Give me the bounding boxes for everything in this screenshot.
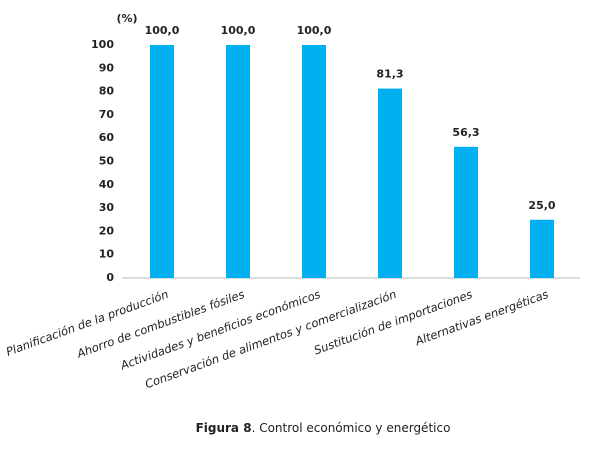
y-tick-label: 80 <box>99 85 115 98</box>
value-label: 56,3 <box>452 126 479 139</box>
x-tick-label: Alternativas energéticas <box>412 287 550 349</box>
bar <box>530 219 554 278</box>
bar <box>454 146 478 278</box>
y-tick-label: 100 <box>91 38 114 51</box>
value-label: 81,3 <box>376 68 403 81</box>
value-label: 25,0 <box>528 199 555 212</box>
y-tick-label: 60 <box>99 131 115 144</box>
bar <box>378 88 402 278</box>
y-tick-label: 90 <box>99 61 115 74</box>
y-tick-label: 0 <box>106 271 114 284</box>
bar <box>150 45 174 278</box>
y-tick-label: 20 <box>99 224 115 237</box>
y-tick-label: 40 <box>99 178 115 191</box>
y-axis-label: (%) <box>116 12 137 25</box>
y-tick-label: 70 <box>99 108 115 121</box>
bar <box>226 45 250 278</box>
caption-label: Figura 8 <box>196 421 252 435</box>
value-label: 100,0 <box>145 24 180 37</box>
caption: Figura 8. Control económico y energético <box>196 421 451 435</box>
y-tick-label: 30 <box>99 201 115 214</box>
y-tick-label: 50 <box>99 155 115 168</box>
value-label: 100,0 <box>221 24 256 37</box>
value-label: 100,0 <box>297 24 332 37</box>
bar <box>302 45 326 278</box>
y-tick-label: 10 <box>99 248 115 261</box>
caption-text: . Control económico y energético <box>252 421 451 435</box>
